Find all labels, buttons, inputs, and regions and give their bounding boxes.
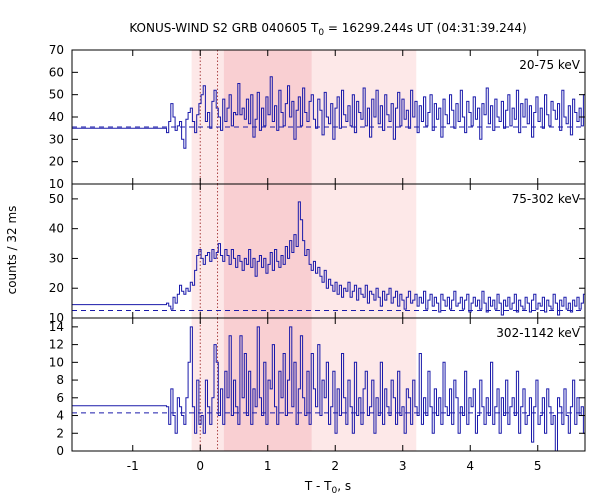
count-rate-curve [72,76,586,149]
x-tick-label: 4 [466,459,474,473]
energy-band-label: 20-75 keV [519,58,581,72]
x-axis-label-prefix: T - T [304,479,332,493]
chart-title-prefix: KONUS-WIND S2 GRB 040605 T [129,21,319,35]
y-axis-label: counts / 32 ms [5,206,19,295]
x-tick-label: 5 [534,459,542,473]
x-tick-label: 3 [399,459,407,473]
y-tick-label: 10 [49,355,64,369]
y-tick-label: 40 [49,222,64,236]
y-tick-label: 14 [49,320,64,334]
energy-band-label: 302-1142 keV [496,326,580,340]
y-tick-label: 6 [56,391,64,405]
y-tick-label: 50 [49,192,64,206]
x-axis-label-suffix: , s [337,479,351,493]
count-rate-curve [72,201,586,318]
y-tick-label: 2 [56,426,64,440]
y-tick-label: 60 [49,65,64,79]
y-tick-label: 4 [56,409,64,423]
y-tick-label: 20 [49,155,64,169]
panel-1: 10 20 30 40 50 60 70 20-75 keV [49,43,586,191]
chart-title-suffix: = 16299.244s UT (04:31:39.244) [324,21,527,35]
x-tick-label: 2 [331,459,339,473]
panel-3: 0 2 4 6 8 10 12 14 302-1142 keV [49,317,586,458]
x-axis-label: T - T0, s [304,479,351,496]
shaded-interval-2 [223,184,312,318]
panel-frame [71,317,586,452]
panel-2: 10 20 30 40 50 75-302 keV [49,183,586,325]
y-tick-label: 0 [56,444,64,458]
chart-title-sub: 0 [318,28,324,38]
y-tick-label: 30 [49,132,64,146]
y-tick-label: 8 [56,373,64,387]
y-tick-label: 10 [49,177,64,191]
x-tick-label: -1 [127,459,139,473]
y-tick-label: 10 [49,311,64,325]
y-tick-label: 70 [49,43,64,57]
energy-band-label: 75-302 keV [512,192,581,206]
y-tick-label: 12 [49,338,64,352]
x-tick-label: 1 [264,459,272,473]
x-tick-label: 0 [196,459,204,473]
y-tick-label: 40 [49,110,64,124]
x-axis-label-sub: 0 [332,486,338,496]
y-tick-label: 30 [49,251,64,265]
y-tick-label: 50 [49,88,64,102]
shaded-interval-2 [223,50,312,184]
y-tick-label: 20 [49,281,64,295]
count-rate-curve [72,326,586,452]
chart-title: KONUS-WIND S2 GRB 040605 T0 = 16299.244s… [129,21,526,38]
